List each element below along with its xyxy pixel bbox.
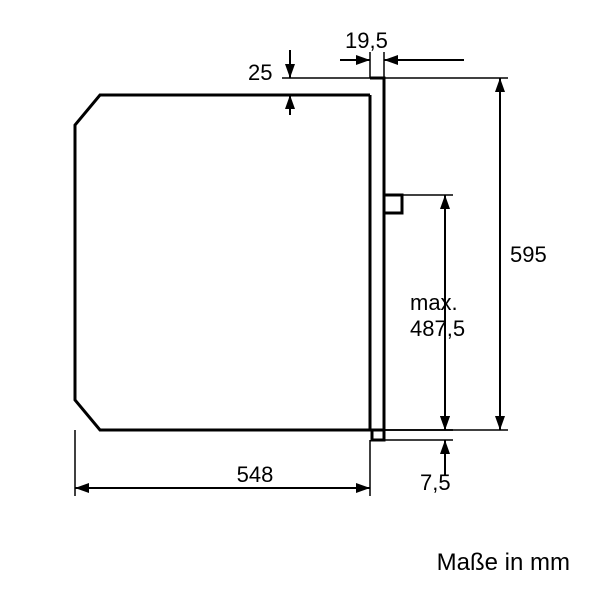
dim-595-label: 595 xyxy=(510,242,547,267)
dim-195-label: 19,5 xyxy=(345,28,388,53)
dim-max-label-2: 487,5 xyxy=(410,316,465,341)
dim-25-label: 25 xyxy=(248,60,272,85)
dim-75-label: 7,5 xyxy=(420,470,451,495)
appliance-outline xyxy=(75,78,402,440)
dim-548-label: 548 xyxy=(237,462,274,487)
dim-max-label-1: max. xyxy=(410,290,458,315)
units-label: Maße in mm xyxy=(437,549,570,576)
